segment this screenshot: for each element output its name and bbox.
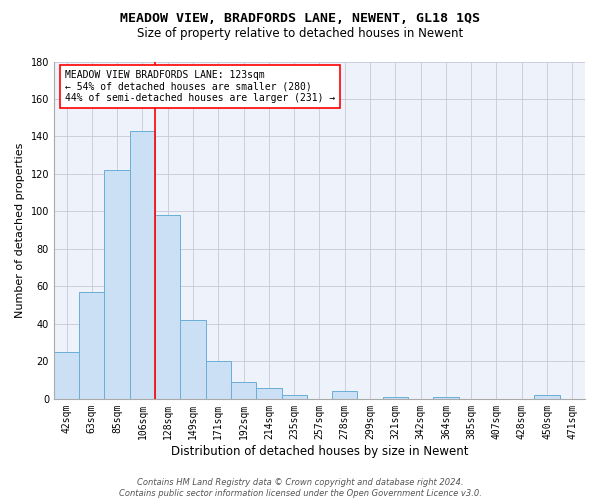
Bar [79,292,104,399]
Bar [155,215,181,399]
Y-axis label: Number of detached properties: Number of detached properties [15,142,25,318]
Text: Size of property relative to detached houses in Newent: Size of property relative to detached ho… [137,28,463,40]
Bar [256,388,281,399]
Bar [433,397,458,399]
Bar [535,395,560,399]
X-axis label: Distribution of detached houses by size in Newent: Distribution of detached houses by size … [171,444,468,458]
Text: MEADOW VIEW, BRADFORDS LANE, NEWENT, GL18 1QS: MEADOW VIEW, BRADFORDS LANE, NEWENT, GL1… [120,12,480,26]
Bar [206,362,231,399]
Bar [181,320,206,399]
Text: Contains HM Land Registry data © Crown copyright and database right 2024.
Contai: Contains HM Land Registry data © Crown c… [119,478,481,498]
Bar [54,352,79,399]
Bar [383,397,408,399]
Text: MEADOW VIEW BRADFORDS LANE: 123sqm
← 54% of detached houses are smaller (280)
44: MEADOW VIEW BRADFORDS LANE: 123sqm ← 54%… [65,70,335,103]
Bar [104,170,130,399]
Bar [332,392,358,399]
Bar [130,131,155,399]
Bar [231,382,256,399]
Bar [281,395,307,399]
